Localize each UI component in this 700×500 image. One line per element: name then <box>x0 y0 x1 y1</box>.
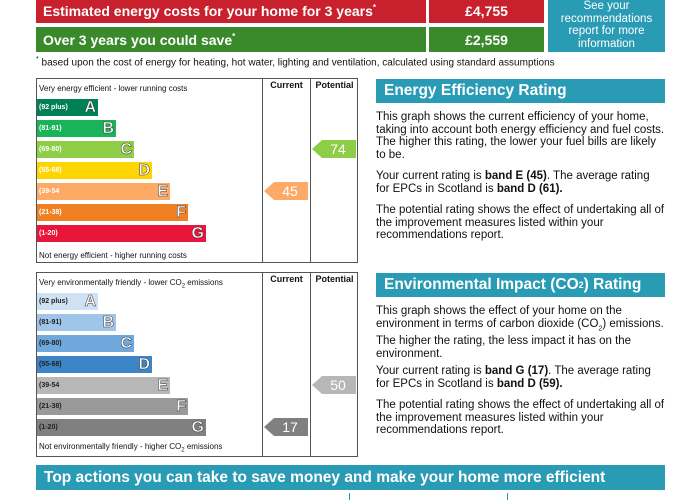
column-divider <box>349 493 350 500</box>
rating-band-a: (92 plus) A <box>37 292 98 310</box>
current-rating-arrow: 45 <box>264 182 308 200</box>
band-range: (69-80) <box>39 340 62 347</box>
rating-band-c: (69-80) C <box>37 334 134 352</box>
energy-efficiency-potential-note: The potential rating shows the effect of… <box>376 204 665 242</box>
energy-efficiency-current-rating: Your current rating is band E (45). The … <box>376 170 650 195</box>
rating-band-d: (55-68) D <box>37 161 152 179</box>
band-letter: E <box>157 376 168 394</box>
band-range: (39-54 <box>39 188 60 195</box>
band-range: (55-68) <box>39 167 62 174</box>
rating-band-g: (1-20) G <box>37 418 206 436</box>
top-actions-banner: Top actions you can take to save money a… <box>36 465 665 490</box>
current-column-header: Current <box>270 80 303 90</box>
estimated-costs-row: Estimated energy costs for your home for… <box>36 0 544 23</box>
rating-band-c: (69-80) C <box>37 140 134 158</box>
energy-efficiency-description: This graph shows the current efficiency … <box>376 111 665 161</box>
potential-column-header: Potential <box>315 80 354 90</box>
column-divider <box>262 273 263 456</box>
band-range: (92 plus) <box>39 298 68 305</box>
band-letter: E <box>157 182 168 200</box>
band-letter: A <box>84 98 96 116</box>
band-letter: B <box>102 119 114 137</box>
rating-band-e: (39-54 E <box>37 376 170 394</box>
chart-bottom-caption: Not energy efficient - higher running co… <box>39 251 187 260</box>
rating-band-g: (1-20) G <box>37 224 206 242</box>
chart-bottom-caption: Not environmentally friendly - higher CO… <box>39 442 223 454</box>
environmental-impact-heading: Environmental Impact (CO 2) Rating <box>376 273 665 297</box>
energy-efficiency-chart: Current Potential Very energy efficient … <box>36 78 358 263</box>
rating-band-b: (81-91) B <box>37 313 116 331</box>
rating-band-f: (21-38) F <box>37 203 188 221</box>
potential-savings-row: Over 3 years you could save * £2,559 <box>36 27 544 52</box>
environmental-impact-description: This graph shows the effect of your home… <box>376 305 664 361</box>
band-range: (81-91) <box>39 125 62 132</box>
band-letter: B <box>102 313 114 331</box>
environmental-impact-chart: Current Potential Very environmentally f… <box>36 272 358 457</box>
band-letter: F <box>176 397 186 415</box>
band-letter: A <box>84 292 96 310</box>
band-range: (1-20) <box>39 230 58 237</box>
potential-rating-arrow: 50 <box>312 376 356 394</box>
chart-top-caption: Very environmentally friendly - lower CO… <box>39 278 223 290</box>
energy-efficiency-heading: Energy Efficiency Rating <box>376 79 665 103</box>
band-range: (55-68) <box>39 361 62 368</box>
estimated-costs-label: Estimated energy costs for your home for… <box>36 0 426 23</box>
current-column-header: Current <box>270 274 303 284</box>
band-range: (69-80) <box>39 146 62 153</box>
band-range: (1-20) <box>39 424 58 431</box>
see-report-box: See your recommendations report for more… <box>548 0 665 52</box>
column-divider <box>507 493 508 500</box>
rating-band-a: (92 plus) A <box>37 98 98 116</box>
column-divider <box>262 79 263 262</box>
column-divider <box>310 273 311 456</box>
potential-savings-label: Over 3 years you could save * <box>36 27 426 52</box>
environmental-impact-potential-note: The potential rating shows the effect of… <box>376 399 665 437</box>
band-range: (81-91) <box>39 319 62 326</box>
band-letter: G <box>191 224 204 242</box>
rating-band-f: (21-38) F <box>37 397 188 415</box>
band-letter: G <box>191 418 204 436</box>
band-range: (21-38) <box>39 403 62 410</box>
band-letter: C <box>120 334 132 352</box>
potential-rating-arrow: 74 <box>312 140 356 158</box>
band-letter: D <box>138 161 150 179</box>
column-divider <box>310 79 311 262</box>
environmental-impact-current-rating: Your current rating is band G (17). The … <box>376 365 651 390</box>
band-range: (21-38) <box>39 209 62 216</box>
rating-band-b: (81-91) B <box>37 119 116 137</box>
potential-column-header: Potential <box>315 274 354 284</box>
chart-top-caption: Very energy efficient - lower running co… <box>39 84 188 93</box>
band-letter: C <box>120 140 132 158</box>
current-rating-arrow: 17 <box>264 418 308 436</box>
cost-footnote: * based upon the cost of energy for heat… <box>36 56 555 69</box>
band-range: (39-54 <box>39 382 60 389</box>
potential-savings-value: £2,559 <box>429 27 544 52</box>
band-letter: D <box>138 355 150 373</box>
band-range: (92 plus) <box>39 104 68 111</box>
band-letter: F <box>176 203 186 221</box>
estimated-costs-value: £4,755 <box>429 0 544 23</box>
rating-band-e: (39-54 E <box>37 182 170 200</box>
rating-band-d: (55-68) D <box>37 355 152 373</box>
